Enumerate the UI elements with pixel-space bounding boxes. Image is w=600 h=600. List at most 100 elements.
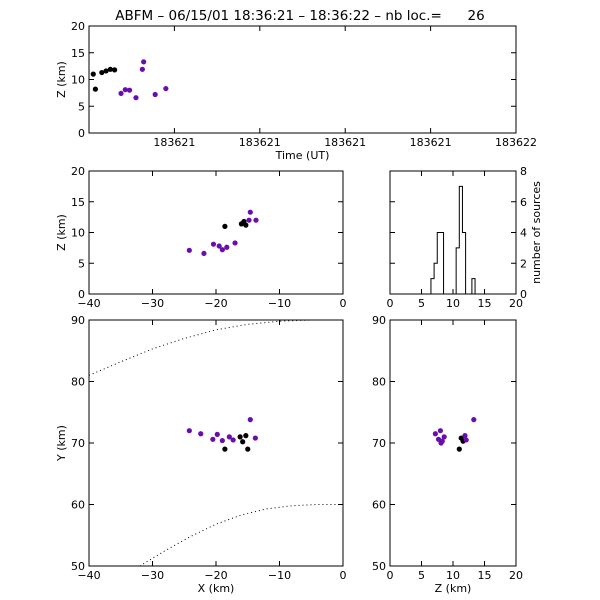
source-point: [240, 439, 246, 445]
source-point: [210, 241, 217, 247]
y-tick-label: 0: [78, 288, 85, 301]
source-point: [462, 433, 468, 439]
source-point: [152, 91, 158, 98]
x-axis-label: X (km): [198, 582, 235, 595]
source-point: [186, 428, 192, 434]
y-tick-label: 15: [71, 196, 85, 209]
boundary-curve: [88, 319, 343, 376]
x-tick-label: 183621: [239, 136, 281, 149]
y-tick-label: 70: [372, 437, 386, 450]
x-tick-label: 10: [446, 569, 460, 582]
x-tick-label: 5: [418, 297, 425, 310]
y-tick-label: 80: [71, 376, 85, 389]
x-tick-label: −40: [77, 297, 100, 310]
source-point: [216, 243, 222, 249]
y-tick-label: 50: [372, 560, 386, 573]
source-point: [198, 431, 204, 437]
source-point: [222, 223, 228, 229]
y-tick-label: 20: [71, 20, 85, 33]
source-point: [126, 87, 133, 93]
x-tick-label: −20: [204, 569, 227, 582]
x-tick-label: 0: [387, 297, 394, 310]
source-point: [112, 67, 118, 73]
y-axis-label: Y (km): [55, 425, 68, 462]
x-tick-label: 0: [340, 569, 347, 582]
y-tick-label: 0: [78, 127, 85, 140]
source-point: [226, 434, 232, 440]
x-tick-label: −30: [141, 569, 164, 582]
source-point: [186, 247, 192, 253]
source-point: [252, 435, 258, 441]
source-point: [245, 446, 251, 452]
source-point: [456, 446, 462, 452]
y-tick-label: 80: [372, 376, 386, 389]
source-point: [107, 66, 113, 72]
axes-frame: [389, 319, 517, 567]
y-tick-label: 5: [78, 100, 85, 113]
axes-frame: [88, 319, 344, 567]
x-tick-label: −10: [268, 569, 291, 582]
x-axis-label: Z (km): [435, 582, 472, 595]
source-point: [103, 68, 109, 74]
y-tick-label: 2: [520, 257, 527, 270]
source-point: [439, 438, 445, 444]
source-point: [247, 417, 253, 423]
source-point: [214, 431, 220, 437]
source-point: [99, 69, 105, 76]
axes-frame: [389, 170, 517, 295]
source-point: [133, 95, 139, 101]
source-point: [92, 86, 99, 92]
x-tick-label: −10: [268, 297, 291, 310]
y-tick-label: 60: [71, 499, 85, 512]
axes-frame: [88, 25, 517, 134]
x-tick-label: 15: [478, 297, 492, 310]
source-point: [222, 446, 228, 452]
x-axis-label: Time (UT): [275, 149, 330, 162]
source-point: [201, 250, 207, 257]
x-tick-label: 20: [509, 569, 523, 582]
y-tick-label: 90: [372, 314, 386, 327]
y-tick-label: 10: [71, 227, 85, 240]
source-point: [122, 87, 128, 93]
y-tick-label: 15: [71, 47, 85, 60]
x-tick-label: 0: [387, 569, 394, 582]
source-point: [246, 217, 252, 223]
y-tick-label: 0: [520, 288, 527, 301]
panel-time-height: 183621 183621 183621 183621 183622 0 5 10 15 20 Ti…: [55, 20, 537, 162]
source-point: [437, 428, 443, 434]
source-point: [163, 85, 169, 92]
source-point: [232, 240, 238, 246]
y-tick-label: 70: [71, 437, 85, 450]
x-tick-label: 20: [509, 297, 523, 310]
source-point: [141, 59, 147, 65]
source-point: [463, 437, 469, 443]
y-tick-label: 8: [520, 165, 527, 178]
x-tick-label: 183621: [153, 136, 195, 149]
y-tick-label: 6: [520, 196, 527, 209]
y-tick-label: 20: [71, 165, 85, 178]
source-point: [219, 437, 225, 444]
x-tick-label: 183621: [410, 136, 452, 149]
y-tick-label: 5: [78, 257, 85, 270]
y-axis-label: Z (km): [55, 61, 68, 98]
source-point: [139, 66, 145, 72]
source-point: [432, 431, 438, 437]
source-point: [253, 217, 259, 223]
panel-z-y-view: 0 5 10 15 20 50 60 70 80 90 Z (km): [372, 314, 523, 595]
axes-frame: [88, 170, 344, 295]
x-tick-label: 15: [478, 569, 492, 582]
panel-plan-view: −40 −30 −20 −10 0 50 60 70 80 90 X (km) Y (km): [55, 314, 347, 595]
y-axis-label: number of sources: [530, 181, 543, 284]
source-point: [224, 244, 230, 250]
source-point: [210, 436, 216, 442]
x-tick-label: 183621: [324, 136, 366, 149]
y-tick-label: 4: [520, 227, 527, 240]
source-point: [230, 437, 236, 443]
x-tick-label: −20: [204, 297, 227, 310]
y-tick-label: 10: [71, 74, 85, 87]
y-tick-label: 50: [71, 560, 85, 573]
source-point: [219, 247, 225, 253]
source-point: [118, 90, 124, 97]
source-point: [243, 222, 249, 228]
